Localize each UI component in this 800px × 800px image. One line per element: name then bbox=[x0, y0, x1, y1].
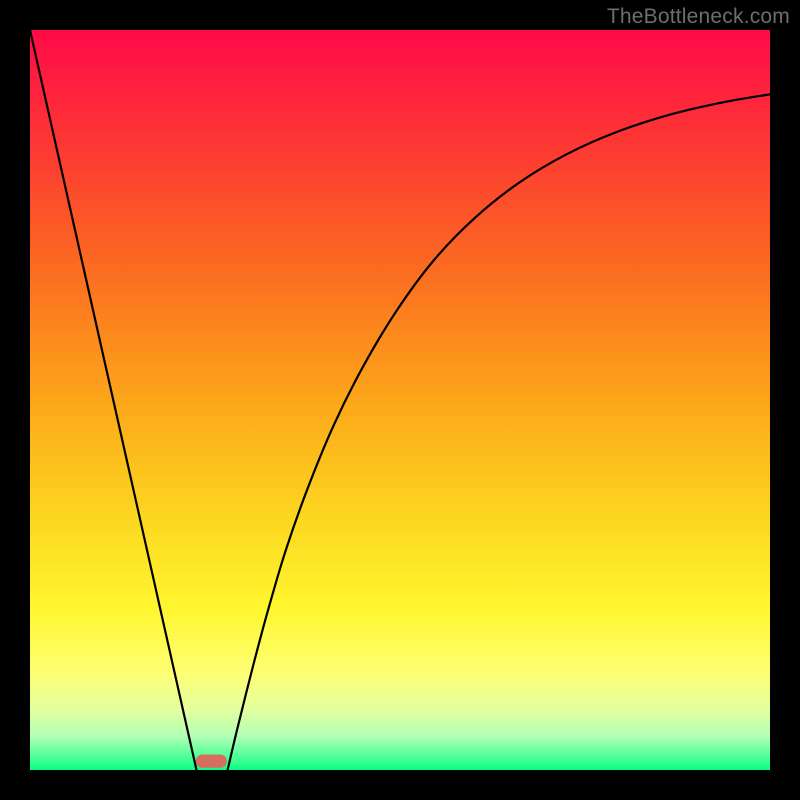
chart-svg bbox=[30, 30, 770, 770]
gradient-background bbox=[30, 30, 770, 770]
chart-frame: TheBottleneck.com bbox=[0, 0, 800, 800]
minimum-marker bbox=[196, 754, 227, 767]
plot-area bbox=[30, 30, 770, 770]
watermark-text: TheBottleneck.com bbox=[607, 5, 790, 29]
